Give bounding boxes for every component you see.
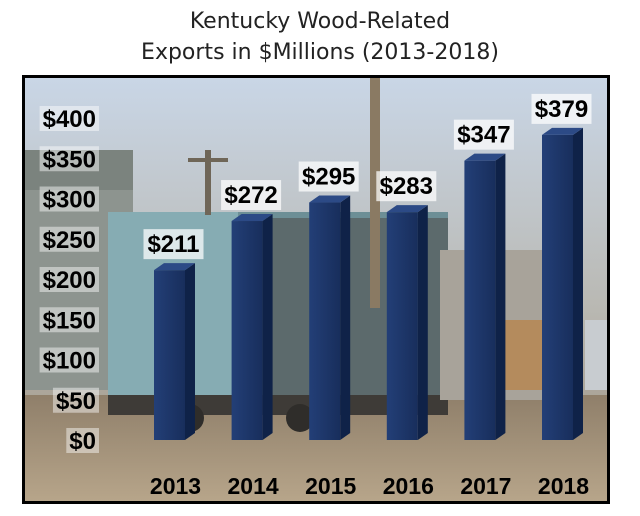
x-axis: 2013 2014 2015 2016 2017 2018 <box>150 473 589 499</box>
y-tick-label-bg <box>39 186 99 212</box>
data-label-2017: $347 <box>453 119 514 150</box>
bar-2016 <box>386 205 428 440</box>
bars: $211 $272 $295 $283 $347 $379 <box>143 93 592 441</box>
chart-frame <box>22 75 610 504</box>
data-label: $347 <box>457 122 510 149</box>
data-label: $272 <box>224 182 277 209</box>
y-tick-label: $250 <box>43 227 96 254</box>
bar-top <box>231 214 273 222</box>
y-tick-label-bg <box>52 387 99 413</box>
data-label-bg <box>531 93 592 124</box>
bar-side <box>262 214 273 440</box>
y-tick-label-bg <box>39 267 99 292</box>
y-tick-label: $0 <box>69 428 96 455</box>
x-tick-label-2016: 2016 <box>383 473 434 499</box>
data-label: $295 <box>302 164 355 191</box>
y-tick-label: $100 <box>43 348 96 375</box>
bar-front <box>542 134 573 440</box>
y-tick-label-bg <box>39 347 99 373</box>
y-tick-300: $300 <box>39 186 99 214</box>
data-label: $211 <box>147 231 199 258</box>
y-tick-350: $350 <box>39 146 99 173</box>
y-tick-0: $0 <box>66 428 99 455</box>
x-tick-label-2017: 2017 <box>460 473 511 499</box>
data-label-bg <box>143 229 204 260</box>
bar-side <box>495 153 506 441</box>
bar-top <box>464 153 506 161</box>
chart-title: Kentucky Wood-Related Exports in $Millio… <box>0 6 640 68</box>
y-tick-250: $250 <box>39 226 99 254</box>
data-label: $379 <box>535 96 588 123</box>
bar-2014 <box>231 214 273 440</box>
y-tick-label-bg <box>39 307 99 333</box>
y-axis: $0 $50 $100 $150 $200 $250 $300 $350 $400 <box>39 106 99 455</box>
y-tick-200: $200 <box>39 267 99 294</box>
bar-side <box>417 205 428 440</box>
x-tick-label-2013: 2013 <box>150 473 201 499</box>
y-tick-50: $50 <box>52 387 99 415</box>
y-tick-label: $350 <box>43 146 96 173</box>
bar-2017 <box>464 153 506 441</box>
data-label-bg <box>376 171 437 202</box>
y-tick-label: $300 <box>43 187 96 214</box>
bar-front <box>464 160 496 441</box>
x-tick-label-2018: 2018 <box>538 473 589 499</box>
data-label-2014: $272 <box>221 180 282 211</box>
y-tick-label-bg <box>39 146 99 172</box>
y-tick-label: $200 <box>43 267 96 294</box>
bar-front <box>386 212 418 440</box>
y-tick-100: $100 <box>39 347 99 375</box>
chart-title-line-1: Kentucky Wood-Related <box>189 9 451 34</box>
data-label-bg <box>221 180 282 211</box>
y-tick-150: $150 <box>39 307 99 334</box>
bar-top <box>542 127 583 135</box>
data-label-2013: $211 <box>143 229 204 260</box>
x-tick-label-2015: 2015 <box>305 473 356 499</box>
y-tick-400: $400 <box>39 106 99 133</box>
bar-front <box>309 202 341 440</box>
chart-title-line-2: Exports in $Millions (2013-2018) <box>141 40 499 65</box>
bar-top <box>386 205 428 213</box>
data-label-2015: $295 <box>298 161 359 192</box>
bar-2018 <box>542 127 583 440</box>
x-tick-label-2014: 2014 <box>228 473 279 499</box>
bar-top <box>154 263 195 271</box>
y-tick-label: $150 <box>43 307 96 334</box>
y-tick-label-bg <box>39 106 99 131</box>
bar-2015 <box>309 195 351 440</box>
bar-2013 <box>154 263 195 440</box>
bar-front <box>231 221 263 440</box>
data-label-2016: $283 <box>376 171 437 202</box>
data-label: $283 <box>380 173 433 200</box>
data-label-bg <box>298 161 359 192</box>
data-label-bg <box>453 119 514 150</box>
bar-side <box>573 127 583 440</box>
y-tick-label-bg <box>39 226 99 252</box>
bar-front <box>154 270 185 440</box>
data-label-2018: $379 <box>531 93 592 124</box>
bar-side <box>185 263 195 440</box>
y-tick-label: $50 <box>56 388 96 415</box>
bar-side <box>340 195 351 440</box>
bar-top <box>309 195 351 203</box>
y-tick-label-bg <box>66 428 99 453</box>
y-tick-label: $400 <box>43 106 96 133</box>
